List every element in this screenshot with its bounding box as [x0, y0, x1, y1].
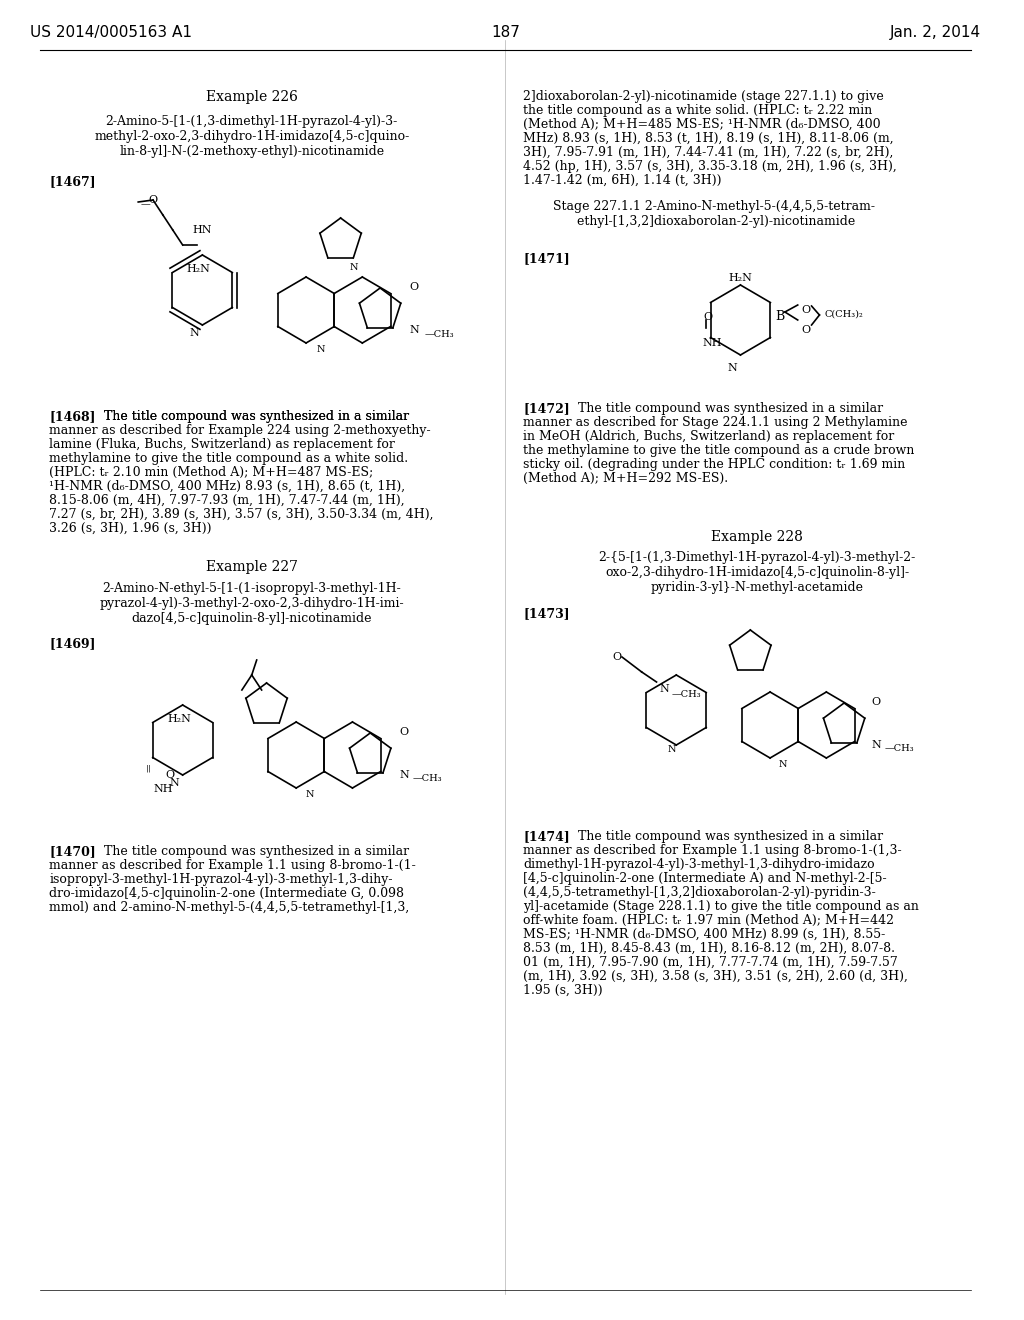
Text: —CH₃: —CH₃ — [885, 744, 914, 752]
Text: [1470]: [1470] — [49, 845, 96, 858]
Text: The title compound was synthesized in a similar: The title compound was synthesized in a … — [578, 403, 883, 414]
Text: N: N — [778, 760, 787, 770]
Text: MHz) 8.93 (s, 1H), 8.53 (t, 1H), 8.19 (s, 1H), 8.11-8.06 (m,: MHz) 8.93 (s, 1H), 8.53 (t, 1H), 8.19 (s… — [523, 132, 894, 145]
Text: [1473]: [1473] — [523, 607, 570, 620]
Text: O: O — [702, 312, 712, 322]
Text: [1467]: [1467] — [49, 176, 96, 187]
Text: isopropyl-3-methyl-1H-pyrazol-4-yl)-3-methyl-1,3-dihy-: isopropyl-3-methyl-1H-pyrazol-4-yl)-3-me… — [49, 873, 393, 886]
Text: —: — — [140, 201, 150, 209]
Text: MS-ES; ¹H-NMR (d₆-DMSO, 400 MHz) 8.99 (s, 1H), 8.55-: MS-ES; ¹H-NMR (d₆-DMSO, 400 MHz) 8.99 (s… — [523, 928, 886, 941]
Text: O: O — [166, 770, 175, 780]
Text: [1471]: [1471] — [523, 252, 570, 265]
Text: O: O — [410, 282, 419, 292]
Text: N: N — [399, 770, 410, 780]
Text: 2-Amino-N-ethyl-5-[1-(1-isopropyl-3-methyl-1H-
pyrazol-4-yl)-3-methyl-2-oxo-2,3-: 2-Amino-N-ethyl-5-[1-(1-isopropyl-3-meth… — [99, 582, 404, 624]
Text: The title compound was synthesized in a similar: The title compound was synthesized in a … — [103, 411, 409, 422]
Text: off-white foam. (HPLC: tᵣ 1.97 min (Method A); M+H=442: off-white foam. (HPLC: tᵣ 1.97 min (Meth… — [523, 913, 894, 927]
Text: O: O — [802, 325, 811, 335]
Text: C(CH₃)₂: C(CH₃)₂ — [824, 310, 863, 319]
Text: ¹H-NMR (d₆-DMSO, 400 MHz) 8.93 (s, 1H), 8.65 (t, 1H),: ¹H-NMR (d₆-DMSO, 400 MHz) 8.93 (s, 1H), … — [49, 480, 406, 492]
Text: —CH₃: —CH₃ — [425, 330, 455, 339]
Text: Jan. 2, 2014: Jan. 2, 2014 — [890, 25, 981, 40]
Text: Example 227: Example 227 — [206, 560, 298, 574]
Text: 3H), 7.95-7.91 (m, 1H), 7.44-7.41 (m, 1H), 7.22 (s, br, 2H),: 3H), 7.95-7.91 (m, 1H), 7.44-7.41 (m, 1H… — [523, 147, 894, 158]
Text: NH: NH — [702, 338, 723, 348]
Text: O: O — [148, 195, 158, 205]
Text: (4,4,5,5-tetramethyl-[1,3,2]dioxaborolan-2-yl)-pyridin-3-: (4,4,5,5-tetramethyl-[1,3,2]dioxaborolan… — [523, 886, 876, 899]
Text: The title compound was synthesized in a similar: The title compound was synthesized in a … — [578, 830, 883, 843]
Text: lamine (Fluka, Buchs, Switzerland) as replacement for: lamine (Fluka, Buchs, Switzerland) as re… — [49, 438, 395, 451]
Text: (m, 1H), 3.92 (s, 3H), 3.58 (s, 3H), 3.51 (s, 2H), 2.60 (d, 3H),: (m, 1H), 3.92 (s, 3H), 3.58 (s, 3H), 3.5… — [523, 970, 908, 983]
Text: (Method A); M+H=485 MS-ES; ¹H-NMR (d₆-DMSO, 400: (Method A); M+H=485 MS-ES; ¹H-NMR (d₆-DM… — [523, 117, 881, 131]
Text: N: N — [659, 684, 670, 694]
Text: N: N — [170, 777, 179, 788]
Text: 3.26 (s, 3H), 1.96 (s, 3H)): 3.26 (s, 3H), 1.96 (s, 3H)) — [49, 521, 212, 535]
Text: N: N — [728, 363, 737, 374]
Text: N: N — [316, 345, 325, 354]
Text: sticky oil. (degrading under the HPLC condition: tᵣ 1.69 min: sticky oil. (degrading under the HPLC co… — [523, 458, 905, 471]
Text: N: N — [410, 325, 420, 335]
Text: 1.95 (s, 3H)): 1.95 (s, 3H)) — [523, 983, 603, 997]
Text: Example 228: Example 228 — [712, 531, 803, 544]
Text: (HPLC: tᵣ 2.10 min (Method A); M+H=487 MS-ES;: (HPLC: tᵣ 2.10 min (Method A); M+H=487 M… — [49, 466, 374, 479]
Text: 8.53 (m, 1H), 8.45-8.43 (m, 1H), 8.16-8.12 (m, 2H), 8.07-8.: 8.53 (m, 1H), 8.45-8.43 (m, 1H), 8.16-8.… — [523, 942, 895, 954]
Text: manner as described for Example 1.1 using 8-bromo-1-(1-: manner as described for Example 1.1 usin… — [49, 859, 416, 873]
Text: [1469]: [1469] — [49, 638, 96, 649]
Text: the title compound as a white solid. (HPLC: tᵣ 2.22 min: the title compound as a white solid. (HP… — [523, 104, 872, 117]
Text: the methylamine to give the title compound as a crude brown: the methylamine to give the title compou… — [523, 444, 914, 457]
Text: 2]dioxaborolan-2-yl)-nicotinamide (stage 227.1.1) to give: 2]dioxaborolan-2-yl)-nicotinamide (stage… — [523, 90, 884, 103]
Text: [1474]: [1474] — [523, 830, 570, 843]
Text: 4.52 (hp, 1H), 3.57 (s, 3H), 3.35-3.18 (m, 2H), 1.96 (s, 3H),: 4.52 (hp, 1H), 3.57 (s, 3H), 3.35-3.18 (… — [523, 160, 897, 173]
Text: O: O — [612, 652, 622, 663]
Text: yl]-acetamide (Stage 228.1.1) to give the title compound as an: yl]-acetamide (Stage 228.1.1) to give th… — [523, 900, 920, 913]
Text: The title compound was synthesized in a similar: The title compound was synthesized in a … — [103, 845, 409, 858]
Text: manner as described for Example 224 using 2-methoxyethy-: manner as described for Example 224 usin… — [49, 424, 431, 437]
Text: mmol) and 2-amino-N-methyl-5-(4,4,5,5-tetramethyl-[1,3,: mmol) and 2-amino-N-methyl-5-(4,4,5,5-te… — [49, 902, 410, 913]
Text: (Method A); M+H=292 MS-ES).: (Method A); M+H=292 MS-ES). — [523, 473, 728, 484]
Text: 7.27 (s, br, 2H), 3.89 (s, 3H), 3.57 (s, 3H), 3.50-3.34 (m, 4H),: 7.27 (s, br, 2H), 3.89 (s, 3H), 3.57 (s,… — [49, 508, 434, 521]
Text: 2-Amino-5-[1-(1,3-dimethyl-1H-pyrazol-4-yl)-3-
methyl-2-oxo-2,3-dihydro-1H-imida: 2-Amino-5-[1-(1,3-dimethyl-1H-pyrazol-4-… — [94, 115, 410, 158]
Text: NH: NH — [153, 784, 172, 795]
Text: Example 226: Example 226 — [206, 90, 298, 104]
Text: manner as described for Example 1.1 using 8-bromo-1-(1,3-: manner as described for Example 1.1 usin… — [523, 843, 902, 857]
Text: methylamine to give the title compound as a white solid.: methylamine to give the title compound a… — [49, 451, 409, 465]
Text: O: O — [871, 697, 881, 708]
Text: manner as described for Stage 224.1.1 using 2 Methylamine: manner as described for Stage 224.1.1 us… — [523, 416, 907, 429]
Text: H₂N: H₂N — [728, 273, 753, 282]
Text: O: O — [802, 305, 811, 315]
Text: B: B — [775, 310, 784, 323]
Text: 1.47-1.42 (m, 6H), 1.14 (t, 3H)): 1.47-1.42 (m, 6H), 1.14 (t, 3H)) — [523, 174, 722, 187]
Text: The title compound was synthesized in a similar: The title compound was synthesized in a … — [103, 411, 409, 422]
Text: N: N — [306, 789, 314, 799]
Text: 01 (m, 1H), 7.95-7.90 (m, 1H), 7.77-7.74 (m, 1H), 7.59-7.57: 01 (m, 1H), 7.95-7.90 (m, 1H), 7.77-7.74… — [523, 956, 898, 969]
Text: dimethyl-1H-pyrazol-4-yl)-3-methyl-1,3-dihydro-imidazo: dimethyl-1H-pyrazol-4-yl)-3-methyl-1,3-d… — [523, 858, 874, 871]
Text: [1468]: [1468] — [49, 411, 96, 422]
Text: 187: 187 — [492, 25, 520, 40]
Text: in MeOH (Aldrich, Buchs, Switzerland) as replacement for: in MeOH (Aldrich, Buchs, Switzerland) as… — [523, 430, 895, 444]
Text: —CH₃: —CH₃ — [672, 690, 701, 700]
Text: 2-{5-[1-(1,3-Dimethyl-1H-pyrazol-4-yl)-3-methyl-2-
oxo-2,3-dihydro-1H-imidazo[4,: 2-{5-[1-(1,3-Dimethyl-1H-pyrazol-4-yl)-3… — [599, 550, 915, 594]
Text: Stage 227.1.1 2-Amino-N-methyl-5-(4,4,5,5-tetram-
      ethyl-[1,3,2]dioxaborola: Stage 227.1.1 2-Amino-N-methyl-5-(4,4,5,… — [553, 201, 874, 228]
Text: H₂N: H₂N — [186, 264, 211, 275]
Text: [4,5-c]quinolin-2-one (Intermediate A) and N-methyl-2-[5-: [4,5-c]quinolin-2-one (Intermediate A) a… — [523, 873, 887, 884]
Text: [1472]: [1472] — [523, 403, 570, 414]
Text: N: N — [349, 263, 357, 272]
Text: US 2014/0005163 A1: US 2014/0005163 A1 — [30, 25, 191, 40]
Text: dro-imidazo[4,5-c]quinolin-2-one (Intermediate G, 0.098: dro-imidazo[4,5-c]quinolin-2-one (Interm… — [49, 887, 404, 900]
Text: HN: HN — [193, 224, 212, 235]
Text: O: O — [399, 727, 409, 737]
Text: 8.15-8.06 (m, 4H), 7.97-7.93 (m, 1H), 7.47-7.44 (m, 1H),: 8.15-8.06 (m, 4H), 7.97-7.93 (m, 1H), 7.… — [49, 494, 404, 507]
Text: H₂N: H₂N — [167, 714, 190, 725]
Text: N: N — [189, 327, 200, 338]
Text: ||: || — [146, 766, 152, 774]
Text: —CH₃: —CH₃ — [413, 774, 442, 783]
Text: N: N — [667, 744, 676, 754]
Text: N: N — [871, 741, 882, 750]
